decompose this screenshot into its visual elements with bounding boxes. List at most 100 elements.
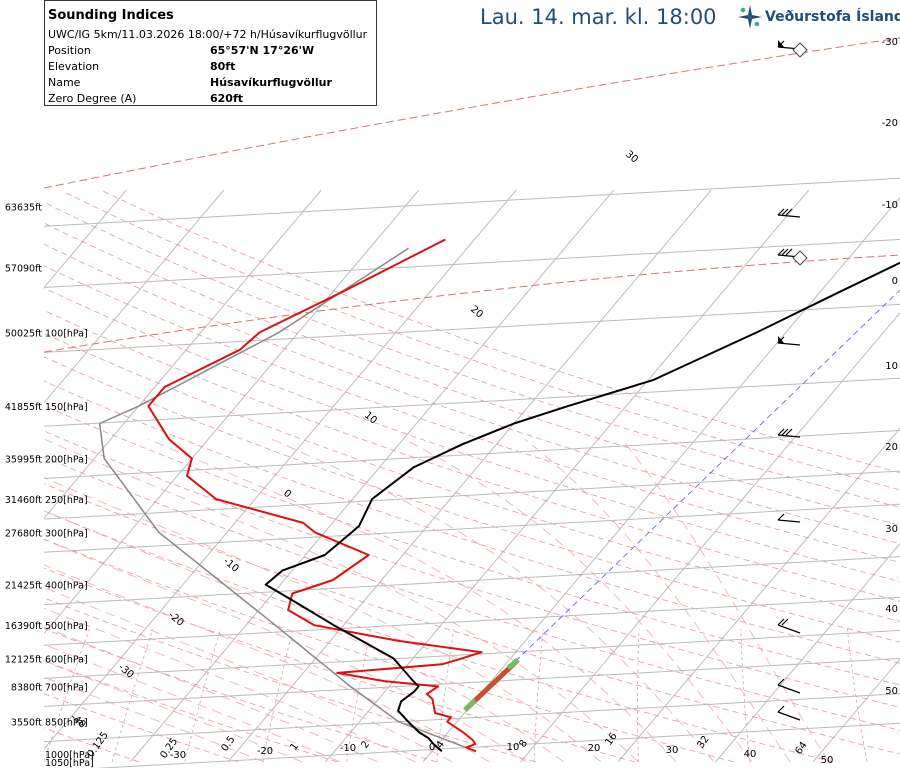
moist-adiabat-line bbox=[44, 587, 453, 763]
mixing-ratio-label: 1 bbox=[288, 741, 301, 753]
moist-adiabat-line bbox=[44, 539, 527, 763]
wind-barb-feather bbox=[777, 513, 785, 521]
moist-adiabat-line bbox=[524, 438, 791, 763]
mixing-ratio-line bbox=[184, 628, 221, 762]
bottom-temp-label: 10 bbox=[507, 742, 520, 753]
vedurstofa-logo: Veðurstofa Íslands bbox=[737, 4, 900, 32]
dry-adiabat-line bbox=[44, 243, 900, 545]
dry-adiabat-line bbox=[44, 405, 900, 686]
pressure-label: 400[hPa] bbox=[45, 581, 88, 592]
wind-barb-pennant bbox=[778, 336, 784, 343]
wind-barb-feather bbox=[781, 248, 789, 256]
isotherm-line bbox=[0, 190, 29, 762]
wind-barb-shaft bbox=[777, 684, 801, 694]
wind-barb-feather bbox=[777, 678, 785, 686]
info-subtitle: UWC/IG 5km/11.03.2026 18:00/+72 h/Húsaví… bbox=[48, 28, 368, 41]
lifting-line bbox=[464, 289, 900, 711]
right-temp-label: 20 bbox=[885, 442, 898, 453]
altitude-label: 3550ft bbox=[11, 718, 42, 729]
isotherm-label: 10 bbox=[362, 410, 379, 427]
mixing-ratio-line bbox=[262, 628, 294, 762]
dry-adiabat-line bbox=[44, 380, 900, 664]
tropopause-diamond-icon bbox=[792, 250, 808, 266]
info-value-zero-degree: 620ft bbox=[210, 92, 244, 105]
dry-adiabat-line bbox=[44, 538, 735, 763]
dry-adiabat-line bbox=[44, 201, 900, 508]
altitude-label: 31460ft bbox=[5, 495, 42, 506]
reference-isotherm-line bbox=[44, 254, 900, 353]
info-label-elevation: Elevation bbox=[48, 60, 100, 73]
mixing-ratio-label: 4 bbox=[434, 739, 447, 751]
info-title: Sounding Indices bbox=[48, 8, 174, 23]
info-value-name: Húsavíkurflugvöllur bbox=[210, 76, 332, 89]
wind-barb-icon bbox=[777, 513, 801, 523]
dry-adiabat-line bbox=[44, 567, 635, 763]
mixing-ratio-line bbox=[637, 628, 640, 762]
wind-barb-feather bbox=[777, 618, 785, 626]
mixing-ratio-label: 16 bbox=[603, 731, 619, 748]
isotherm-line bbox=[520, 312, 900, 763]
bottom-temp-label: 40 bbox=[744, 749, 757, 760]
dry-adiabat-line bbox=[44, 222, 900, 526]
isobar-line bbox=[44, 177, 900, 227]
mixing-ratio-line bbox=[436, 628, 455, 762]
isotherm-line bbox=[44, 189, 420, 635]
dewpoint-curve bbox=[264, 261, 900, 753]
moist-adiabat-line bbox=[44, 477, 602, 763]
right-temp-label: 40 bbox=[885, 604, 898, 615]
dry-adiabat-line bbox=[44, 483, 900, 755]
right-temp-label: -30 bbox=[882, 37, 898, 48]
pressure-label: 850[hPa] bbox=[45, 718, 88, 729]
surface-parcel-cap bbox=[506, 658, 520, 670]
wind-barb-feather bbox=[785, 248, 793, 256]
moist-adiabat-line bbox=[44, 607, 416, 763]
right-temp-label: -20 bbox=[882, 118, 898, 129]
mixing-ratio-line bbox=[346, 628, 371, 762]
altitude-label: 27680ft bbox=[5, 528, 42, 539]
pressure-label: 500[hPa] bbox=[45, 621, 88, 632]
right-temp-label: 30 bbox=[885, 524, 898, 535]
altitude-label: 50025ft bbox=[5, 328, 42, 339]
bottom-temp-label: 50 bbox=[821, 755, 834, 766]
isotherm-line bbox=[812, 658, 900, 763]
dry-adiabat-line bbox=[44, 430, 900, 708]
isotherm-line bbox=[325, 189, 810, 763]
isotherm-label: 30 bbox=[623, 149, 640, 166]
wind-barb-feather bbox=[777, 208, 785, 216]
info-label-position: Position bbox=[48, 44, 91, 57]
bottom-temp-label: -30 bbox=[170, 750, 186, 761]
wind-barb-shaft bbox=[777, 342, 801, 346]
temperature-curve bbox=[147, 238, 483, 753]
isobar-line bbox=[44, 657, 900, 707]
wind-barb-feather bbox=[785, 208, 793, 216]
pressure-label: 1000[hPa] bbox=[45, 750, 94, 761]
isotherm-line bbox=[44, 189, 517, 750]
isotherm-line bbox=[44, 189, 225, 404]
bottom-temp-label: -20 bbox=[257, 746, 273, 757]
wind-barb-feather bbox=[777, 428, 785, 436]
altitude-label: 16390ft bbox=[5, 621, 42, 632]
mixing-ratio-label: 64 bbox=[793, 740, 809, 757]
altitude-label: 41855ft bbox=[5, 402, 42, 413]
isotherm-line bbox=[44, 189, 322, 519]
moist-adiabat-line bbox=[44, 660, 303, 763]
isotherm-label: 20 bbox=[468, 304, 485, 321]
mixing-ratio-line bbox=[847, 628, 868, 762]
dry-adiabat-line bbox=[44, 287, 900, 583]
right-temp-label: -10 bbox=[882, 200, 898, 211]
wind-barb-icon bbox=[777, 208, 801, 218]
pressure-label: 100[hPa] bbox=[45, 328, 88, 339]
wind-barb-shaft bbox=[777, 519, 801, 523]
isotherm-line bbox=[617, 427, 900, 763]
pressure-label: 300[hPa] bbox=[45, 528, 88, 539]
isotherm-label: 0 bbox=[281, 488, 293, 501]
grid-layer bbox=[0, 37, 900, 768]
dry-adiabat-line bbox=[62, 190, 900, 491]
moist-adiabat-line bbox=[621, 439, 829, 763]
moist-adiabat-line bbox=[44, 644, 341, 763]
wind-barb-feather bbox=[781, 428, 789, 436]
pressure-label: 150[hPa] bbox=[45, 402, 88, 413]
wind-barb-shaft bbox=[777, 624, 801, 634]
dry-adiabat-line bbox=[44, 456, 900, 731]
dry-adiabat-line bbox=[44, 309, 900, 602]
